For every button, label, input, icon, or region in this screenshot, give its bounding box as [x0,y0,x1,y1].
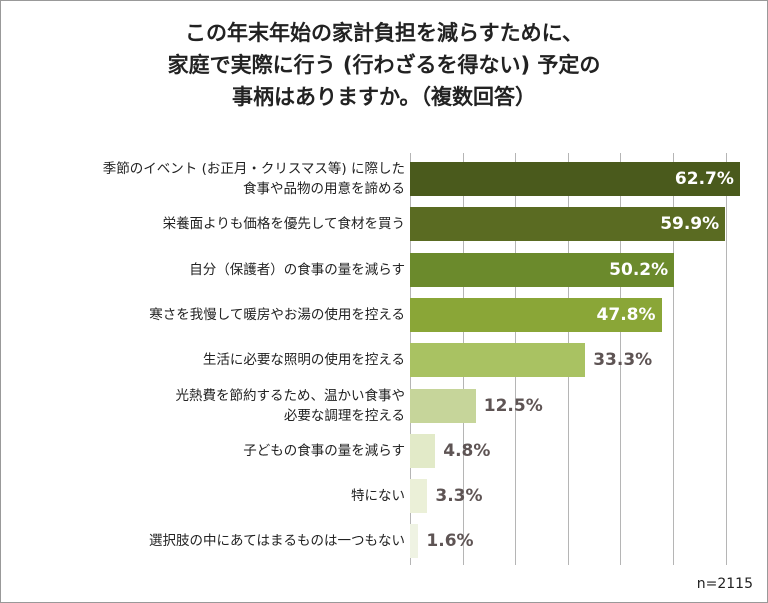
value-label: 47.8% [596,304,656,325]
value-label: 62.7% [674,169,734,189]
bar [410,207,726,242]
bar [410,343,586,378]
value-label: 33.3% [593,350,653,371]
bar [410,297,662,332]
category-label: 季節のイベント (お正月・クリスマス等) に際した 食事や品物の用意を諦める [102,161,405,197]
bar [410,162,740,196]
bar [410,524,419,559]
category-label: 栄養面よりも価格を優先して食材を買う [162,216,405,233]
grid-line [725,153,727,565]
category-label: 光熱費を節約するため、温かい食事や 必要な調理を控える [175,387,406,424]
bar [410,433,436,468]
value-label: 59.9% [660,214,720,235]
grid-line [673,153,675,565]
category-label: 自分（保護者）の食事の量を減らす [189,261,405,278]
category-label: 特にない [351,488,405,505]
category-label: 寒さを我慢して暖房やお湯の使用を控える [149,306,405,323]
category-label: 子どもの食事の量を減らす [243,442,405,459]
grid-line [620,153,622,565]
value-label: 12.5% [483,395,543,416]
category-label: 生活に必要な照明の使用を控える [202,352,405,369]
category-label: 選択肢の中にあてはまるものは一つもない [149,533,405,550]
sample-size-note: n=2115 [696,576,753,592]
chart-title: この年末年始の家計負担を減らすために、 家庭で実際に行う (行わざるを得ない) … [167,21,601,109]
bar [410,388,476,423]
value-label: 1.6% [426,531,474,552]
value-label: 3.3% [435,486,483,507]
value-label: 50.2% [609,259,669,280]
value-label: 4.8% [443,440,491,461]
bar [410,479,428,514]
bar [410,252,675,287]
